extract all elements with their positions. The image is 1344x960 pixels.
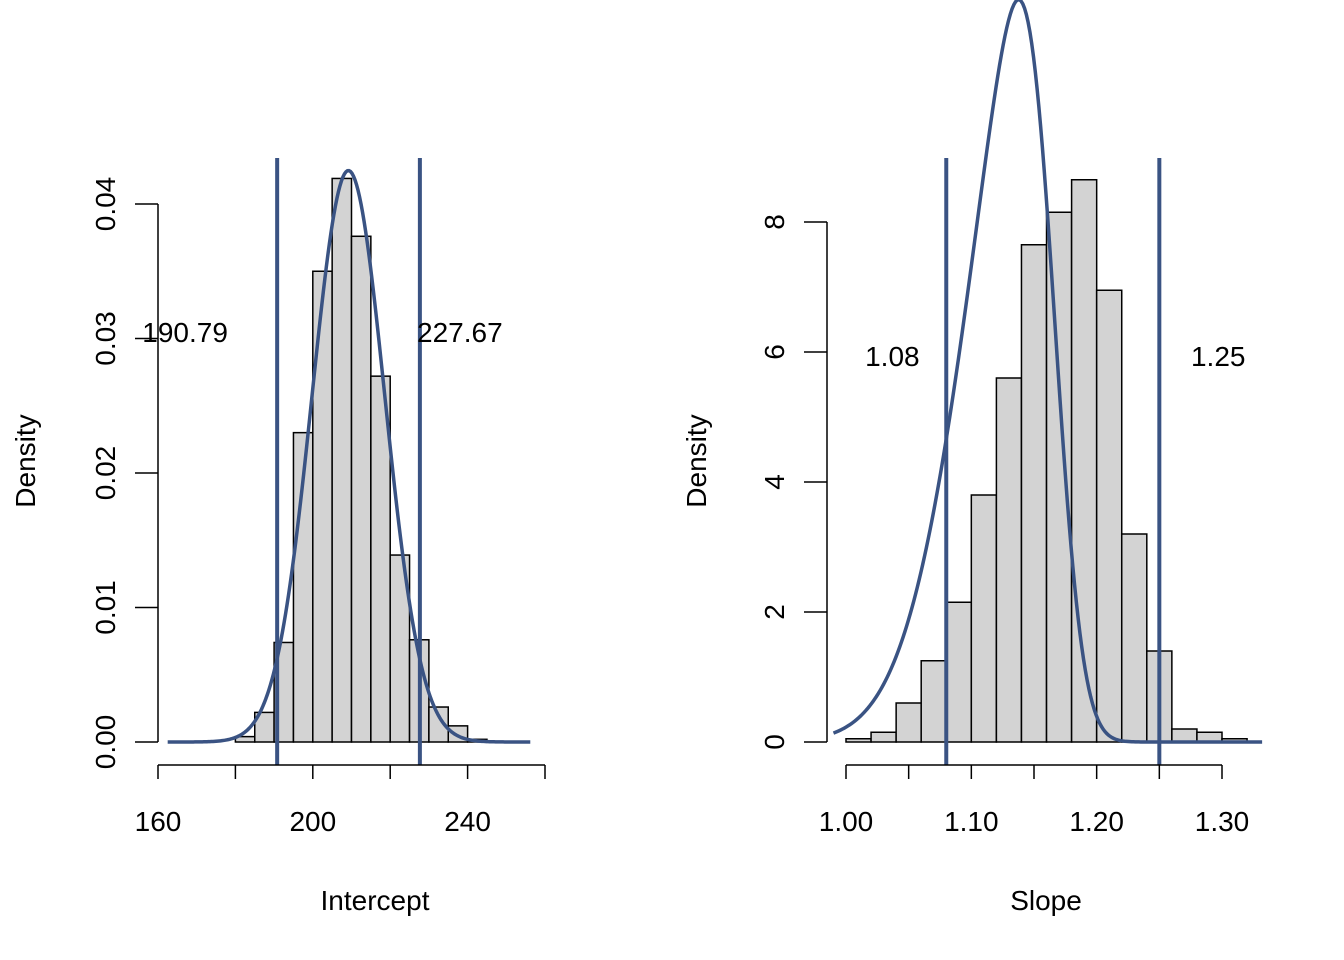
slope-annotations: 1.08 1.25: [865, 341, 1245, 372]
intercept-bar-6: [350, 235, 372, 743]
slope-y-tick-label-3: 6: [759, 344, 790, 360]
slope-bar-10: [1095, 289, 1123, 743]
intercept-x-tick-label-0: 160: [135, 806, 182, 837]
intercept-interval-lines: [275, 158, 422, 765]
slope-x-tick-label-0: 1.00: [819, 806, 874, 837]
intercept-density-curve: [167, 168, 531, 744]
slope-bar-6: [995, 377, 1023, 743]
slope-bar-13: [1171, 728, 1198, 743]
slope-x-tick-label-2: 1.10: [944, 806, 999, 837]
slope-bar-11: [1120, 533, 1148, 743]
slope-bars: [845, 179, 1248, 743]
slope-bar-8: [1045, 211, 1073, 743]
slope-y-tick-label-4: 8: [759, 214, 790, 230]
slope-x-tick-label-4: 1.20: [1069, 806, 1124, 837]
intercept-y-tick-label-2: 0.02: [90, 446, 121, 501]
intercept-panel: 190.79 227.67 160 200 240 0.000.010.020.030…: [10, 158, 546, 916]
intercept-y-tick-label-0: 0.00: [90, 715, 121, 770]
intercept-y-axis: 0.00 0.01 0.02 0.03 0.04: [90, 177, 159, 770]
slope-annotation-lower: 1.08: [865, 341, 920, 372]
intercept-bar-4: [312, 270, 333, 743]
intercept-y-tick-label-1: 0.01: [90, 580, 121, 635]
slope-y-tick-label-1: 2: [759, 604, 790, 620]
slope-x-axis-title: Slope: [1010, 885, 1082, 916]
slope-panel: 1.08 1.25 1.00 1.10 1.20 1.30 0 2 4 6 8 Slope De…: [681, 0, 1263, 916]
slope-y-tick-label-2: 4: [759, 474, 790, 490]
intercept-bar-5: [331, 177, 353, 743]
slope-y-axis: 0 2 4 6 8: [759, 214, 828, 750]
slope-x-tick-label-6: 1.30: [1195, 806, 1250, 837]
slope-bar-1: [870, 731, 897, 743]
intercept-y-tick-label-3: 0.03: [90, 311, 121, 366]
slope-interval-lines: [944, 158, 1162, 765]
intercept-annotation-upper: 227.67: [417, 317, 503, 348]
intercept-bar-10: [428, 706, 449, 743]
intercept-y-axis-title: Density: [10, 414, 41, 507]
slope-bar-2: [895, 702, 922, 743]
slope-bar-7: [1020, 244, 1048, 743]
intercept-x-axis-title: Intercept: [321, 885, 430, 916]
slope-y-tick-label-0: 0: [759, 734, 790, 750]
slope-bar-0: [845, 738, 872, 743]
slope-bar-4: [945, 601, 973, 743]
intercept-y-tick-label-4: 0.04: [90, 177, 121, 232]
slope-bar-3: [920, 660, 948, 743]
slope-x-axis: 1.00 1.10 1.20 1.30: [819, 764, 1250, 837]
slope-density-curve: [832, 0, 1263, 744]
slope-bar-5: [970, 494, 998, 743]
slope-y-axis-title: Density: [681, 414, 712, 507]
intercept-x-tick-label-4: 240: [444, 806, 491, 837]
intercept-x-axis: 160 200 240: [135, 764, 546, 837]
intercept-annotation-lower: 190.79: [142, 317, 228, 348]
slope-bar-9: [1070, 179, 1098, 743]
intercept-x-tick-label-2: 200: [289, 806, 336, 837]
intercept-annotations: 190.79 227.67: [142, 317, 502, 348]
slope-annotation-upper: 1.25: [1191, 341, 1246, 372]
